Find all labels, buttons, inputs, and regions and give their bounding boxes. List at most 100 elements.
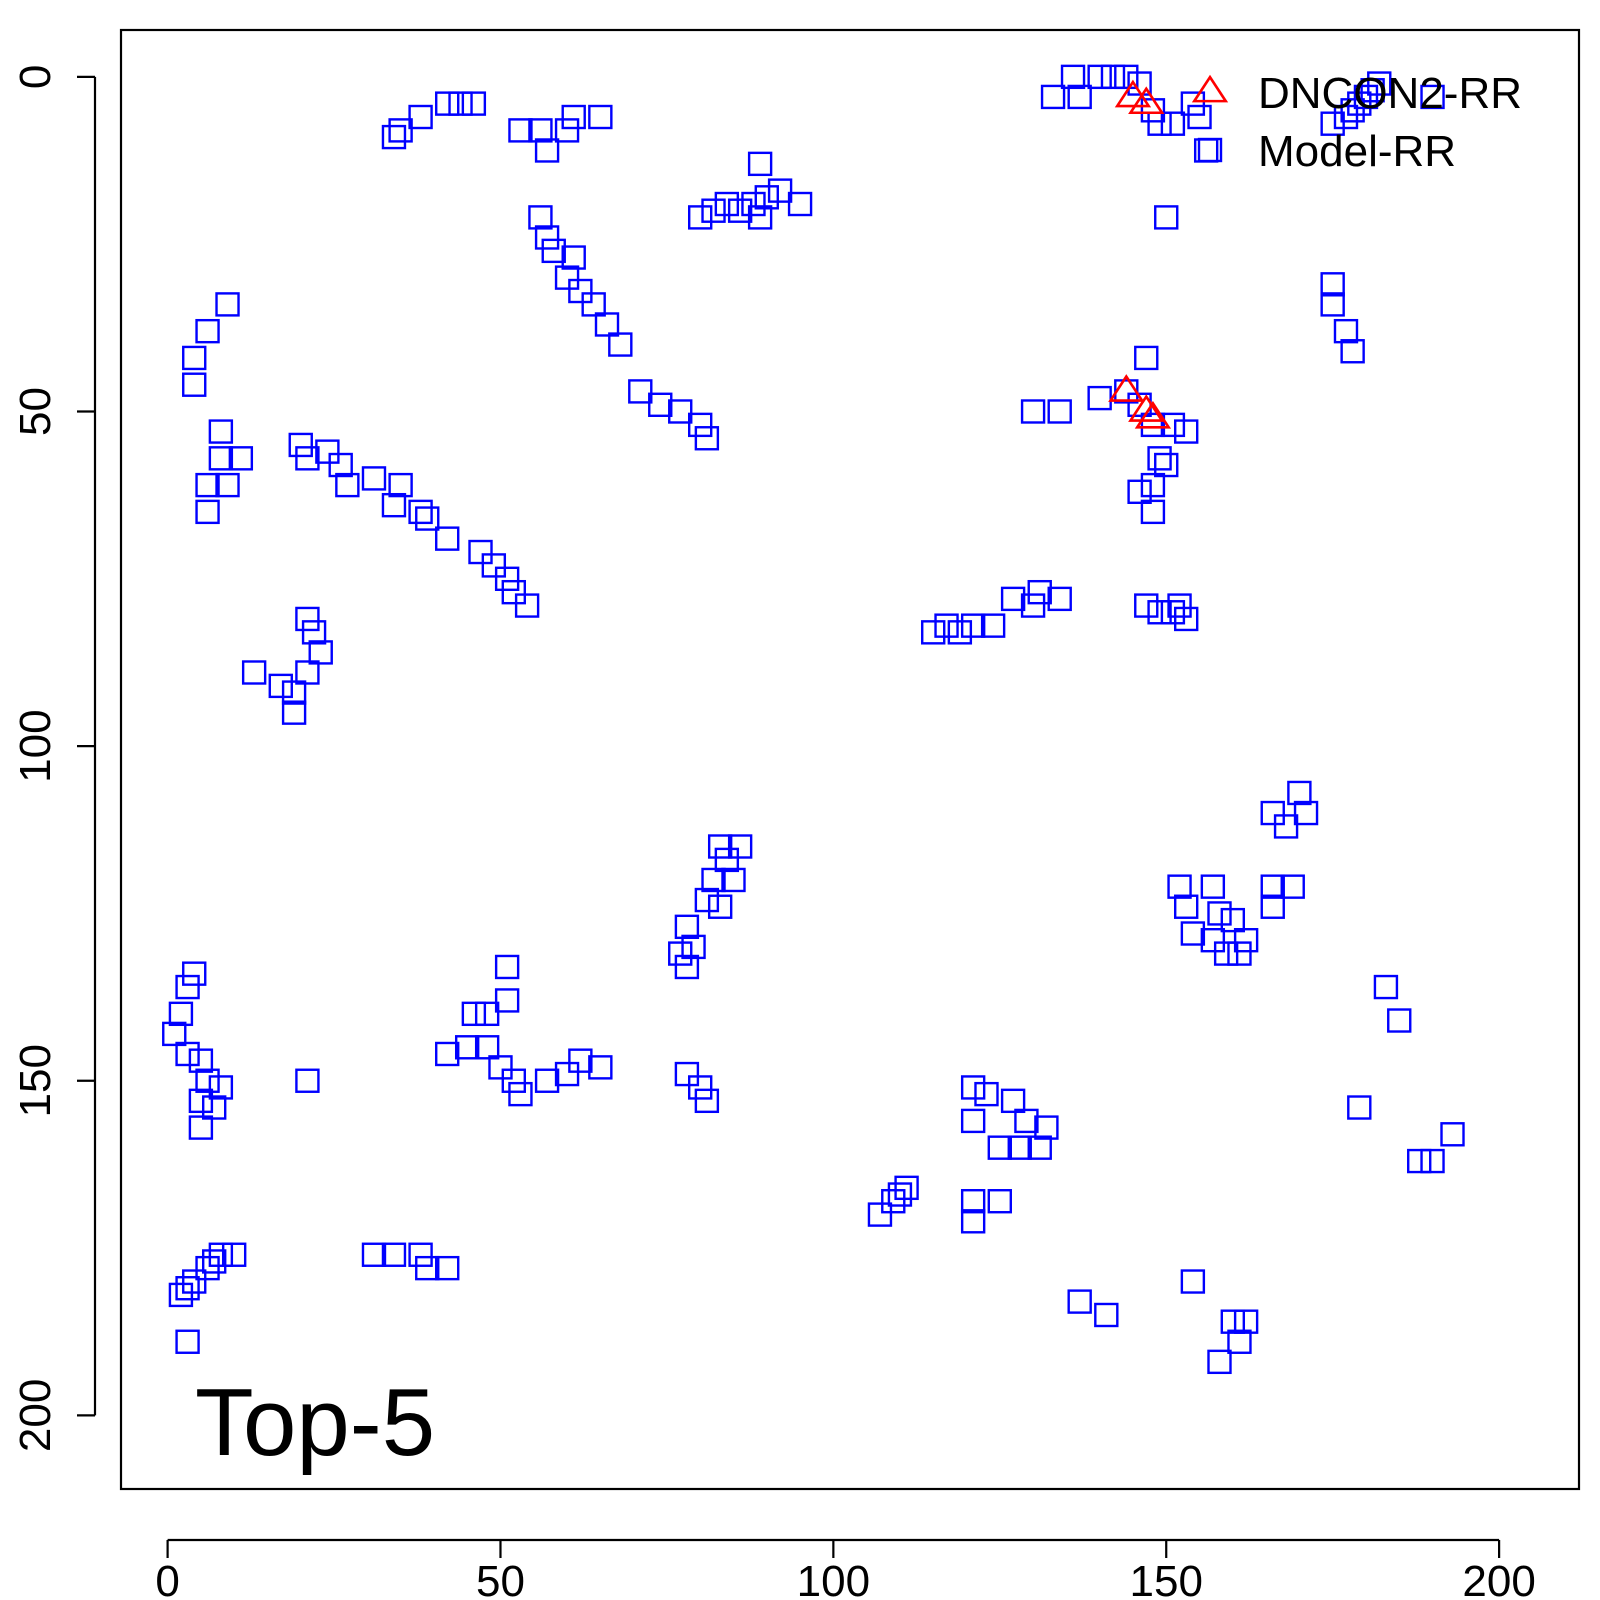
dncon2-rr-point — [1114, 79, 1152, 108]
model-rr-point — [1207, 1349, 1232, 1375]
model-rr-point — [1440, 1122, 1465, 1147]
model-rr-point — [1260, 874, 1285, 899]
model-rr-point — [1160, 600, 1186, 625]
legend-triangle-icon — [1191, 74, 1229, 103]
model-rr-point — [1360, 78, 1385, 103]
model-rr-point — [461, 91, 487, 116]
model-rr-point — [388, 472, 413, 498]
model-rr-point — [1027, 1135, 1052, 1160]
model-rr-point — [1340, 98, 1365, 123]
model-rr-point — [408, 104, 433, 130]
model-rr-point — [727, 198, 753, 223]
model-rr-point — [1420, 1148, 1445, 1174]
model-rr-point — [960, 1209, 986, 1234]
y-tick-label: 200 — [11, 1379, 60, 1452]
x-tick-label: 50 — [476, 1557, 525, 1600]
model-rr-point — [1067, 84, 1092, 110]
legend-item: DNCON2-RR — [1191, 69, 1522, 118]
model-rr-point — [1040, 84, 1066, 110]
dncon2-rr-point — [1128, 394, 1165, 422]
model-rr-point — [960, 1075, 986, 1100]
model-rr-point — [435, 1255, 460, 1281]
model-rr-point — [474, 1001, 500, 1027]
model-rr-point — [1260, 800, 1285, 826]
model-rr-point — [581, 292, 606, 317]
model-rr-point — [561, 104, 586, 130]
model-rr-point — [894, 1175, 919, 1201]
series-dncon2-rr — [1108, 79, 1172, 429]
model-rr-point — [694, 887, 720, 913]
x-tick-label: 0 — [155, 1557, 179, 1600]
model-rr-point — [681, 934, 706, 960]
model-rr-point — [1233, 928, 1259, 953]
model-rr-point — [1347, 91, 1372, 116]
model-rr-point — [1180, 1269, 1206, 1294]
legend-item: Model-RR — [1197, 127, 1456, 176]
model-rr-point — [1160, 412, 1186, 438]
model-rr-point — [674, 914, 700, 940]
model-rr-point — [1287, 780, 1312, 806]
model-rr-point — [488, 1055, 513, 1080]
model-rr-point — [1227, 1329, 1252, 1354]
model-rr-point — [295, 660, 320, 685]
model-rr-point — [701, 867, 726, 893]
model-rr-point — [701, 198, 726, 223]
model-rr-point — [1140, 472, 1166, 498]
model-rr-point — [1320, 111, 1345, 136]
model-rr-point — [554, 265, 580, 290]
model-rr-point — [508, 118, 533, 143]
model-rr-point — [714, 191, 740, 217]
model-rr-point — [554, 1061, 580, 1087]
model-rr-point — [288, 432, 313, 458]
model-rr-point — [208, 1242, 234, 1267]
model-rr-point — [1293, 800, 1319, 826]
model-rr-point — [568, 278, 593, 304]
model-rr-point — [1273, 814, 1299, 839]
model-rr-point — [588, 1055, 613, 1080]
model-rr-point — [182, 961, 207, 986]
model-rr-point — [694, 1088, 720, 1114]
model-rr-point — [501, 579, 526, 605]
model-rr-point — [1420, 84, 1445, 110]
model-rr-point — [608, 332, 633, 357]
model-rr-point — [541, 238, 566, 264]
model-rr-point — [674, 1061, 700, 1087]
model-rr-point — [688, 205, 713, 230]
model-rr-point — [1094, 1302, 1119, 1328]
model-rr-point — [980, 613, 1006, 638]
model-rr-point — [435, 1041, 460, 1067]
model-rr-point — [628, 379, 653, 404]
model-rr-point — [408, 1242, 433, 1267]
model-rr-point — [1220, 1309, 1246, 1334]
model-rr-point — [1100, 64, 1126, 90]
model-rr-point — [301, 620, 327, 645]
model-rr-point — [268, 673, 293, 699]
model-rr-point — [1147, 111, 1172, 136]
legend-square-icon — [1197, 137, 1223, 163]
model-rr-point — [534, 225, 560, 250]
model-rr-point — [315, 439, 340, 464]
model-rr-point — [747, 151, 773, 177]
model-rr-point — [1280, 874, 1305, 899]
model-rr-point — [215, 292, 240, 317]
model-rr-point — [1213, 941, 1239, 966]
model-rr-point — [208, 1075, 234, 1100]
model-rr-point — [741, 191, 766, 217]
model-rr-point — [182, 372, 207, 397]
model-rr-point — [188, 1115, 214, 1140]
model-rr-point — [202, 1249, 227, 1274]
model-rr-point — [1367, 71, 1392, 96]
model-rr-point — [281, 700, 307, 725]
model-rr-point — [1000, 1088, 1026, 1114]
dncon2-rr-point — [1108, 374, 1145, 402]
model-rr-point — [328, 452, 353, 478]
model-rr-point — [588, 104, 613, 130]
model-rr-point — [787, 191, 813, 217]
model-rr-point — [747, 205, 773, 230]
panel-annotation: Top-5 — [195, 1369, 435, 1476]
model-rr-point — [1167, 593, 1192, 618]
model-rr-point — [435, 526, 460, 551]
model-rr-point — [1000, 586, 1026, 612]
model-rr-point — [1087, 385, 1112, 411]
model-rr-point — [1320, 292, 1345, 317]
